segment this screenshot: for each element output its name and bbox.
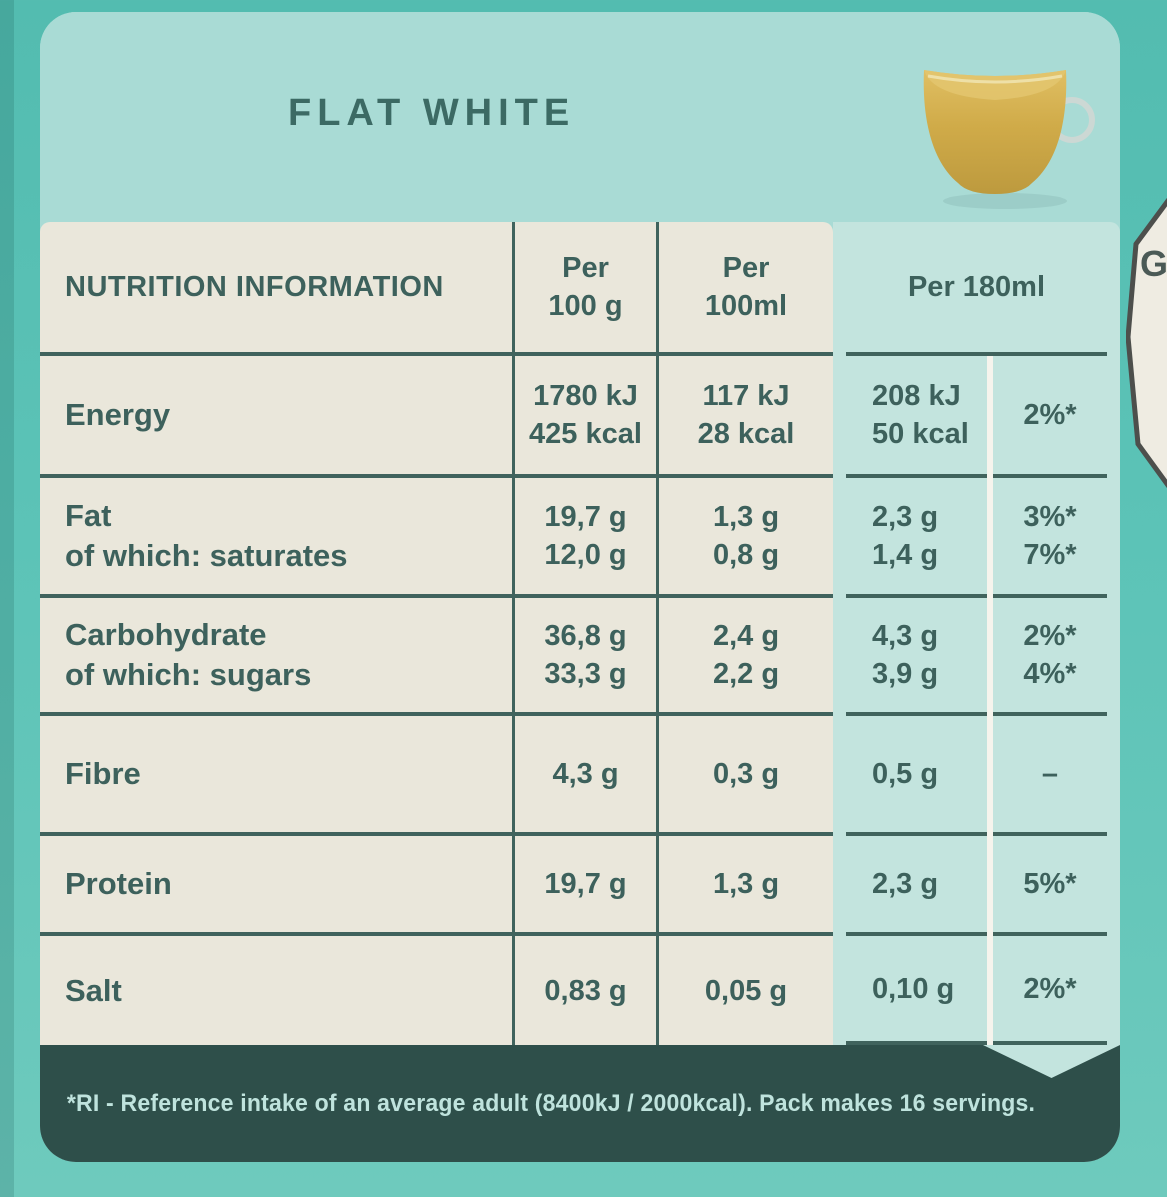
reference-intake-footnote: *RI - Reference intake of an average adu… [66,1089,1036,1117]
nutrient-row-protein: Protein 19,7 g 1,3 g [40,836,833,936]
value-per-100ml: 0,3 g [656,716,833,832]
nutrient-row-carbohydrate: Carbohydrate of which: sugars 36,8 g 33,… [40,598,833,716]
footnote-bar: *RI - Reference intake of an average adu… [40,1045,1120,1162]
value-per-100g: 36,8 g 33,3 g [512,598,656,712]
per-180ml-ribbon: Per 180ml 208 kJ 50 kcal 2%* 2,3 g 1,4 g… [833,222,1120,1045]
reference-intake-percent: – [1041,758,1059,790]
reference-intake-percent: 3%* 7%* [1023,501,1077,571]
nutrient-row-fibre: Fibre 4,3 g 0,3 g [40,716,833,836]
value-per-100g: 0,83 g [512,936,656,1045]
nutrient-label: Energy [65,397,171,432]
value-per-100ml: 1,3 g [656,836,833,932]
nutrient-row-salt: Salt 0,83 g 0,05 g [40,936,833,1045]
nutrient-row-fat: Fat of which: saturates 19,7 g 12,0 g 1,… [40,478,833,598]
nutrition-panel: FLAT WHITE NUTRITION INFORMATION Per [40,12,1120,1162]
value-per-180ml: 4,3 g 3,9 g [872,620,939,690]
value-per-180ml: 208 kJ 50 kcal [872,380,969,450]
reference-intake-percent: 2%* [1023,972,1077,1005]
ribbon-white-divider [987,356,993,1045]
reference-intake-percent: 2%* [1023,399,1077,431]
badge-letter: G [1140,243,1167,284]
header-per-100ml: Per 100ml [656,222,833,352]
table-header-row: NUTRITION INFORMATION Per 100 g Per 100m… [40,222,833,356]
product-variant-title: FLAT WHITE [288,92,576,134]
value-per-180ml: 2,3 g [872,868,939,900]
value-per-100ml: 0,05 g [656,936,833,1045]
value-per-100ml: 117 kJ 28 kcal [656,356,833,474]
nutrient-label: Salt [65,972,122,1008]
ribbon-row-fat: 2,3 g 1,4 g 3%* 7%* [846,478,1107,598]
nutrient-row-energy: Energy 1780 kJ 425 kcal 117 kJ 28 kcal [40,356,833,478]
ribbon-row-fibre: 0,5 g – [846,716,1107,836]
panel-top-band: FLAT WHITE [40,12,1120,222]
nutrient-label: Protein [65,866,172,901]
partial-seal-badge-icon: G [1126,197,1167,489]
ribbon-row-protein: 2,3 g 5%* [846,836,1107,936]
reference-intake-percent: 2%* 4%* [1023,620,1077,690]
value-per-100ml: 1,3 g 0,8 g [656,478,833,594]
coffee-cup-icon [923,70,1095,209]
ribbon-row-carbohydrate: 4,3 g 3,9 g 2%* 4%* [846,598,1107,716]
value-per-100g: 19,7 g 12,0 g [512,478,656,594]
header-per-180ml: Per 180ml [846,222,1107,356]
value-per-100g: 19,7 g [512,836,656,932]
value-per-100g: 1780 kJ 425 kcal [512,356,656,474]
header-per-100g: Per 100 g [512,222,656,352]
value-per-180ml: 0,5 g [872,758,939,790]
header-nutrition-information: NUTRITION INFORMATION [65,271,444,303]
ribbon-row-energy: 208 kJ 50 kcal 2%* [846,356,1107,478]
nutrient-label: Fibre [65,756,141,791]
value-per-180ml: 0,10 g [872,972,955,1005]
nutrient-label: Carbohydrate of which: sugars [65,617,312,692]
nutrient-label: Fat of which: saturates [65,498,348,573]
reference-intake-percent: 5%* [1023,868,1077,900]
nutrition-table: NUTRITION INFORMATION Per 100 g Per 100m… [40,222,833,1045]
value-per-100g: 4,3 g [512,716,656,832]
value-per-180ml: 2,3 g 1,4 g [872,501,939,571]
ribbon-row-salt: 0,10 g 2%* [846,936,1107,1045]
value-per-100ml: 2,4 g 2,2 g [656,598,833,712]
